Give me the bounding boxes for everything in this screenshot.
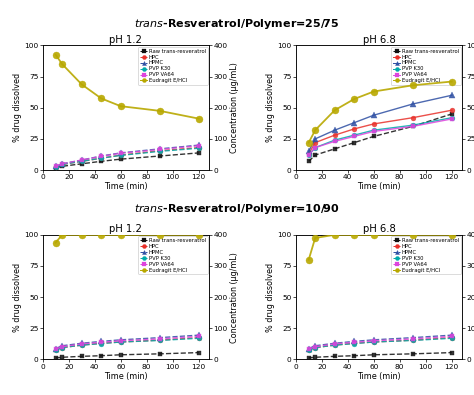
- Title: pH 1.2: pH 1.2: [109, 35, 142, 45]
- Text: $\mathit{trans}$-Resveratrol/Polymer=10/90: $\mathit{trans}$-Resveratrol/Polymer=10/…: [134, 201, 340, 216]
- Title: pH 6.8: pH 6.8: [363, 224, 395, 234]
- X-axis label: Time (min): Time (min): [357, 372, 401, 381]
- Y-axis label: % drug dissolved: % drug dissolved: [13, 263, 22, 332]
- X-axis label: Time (min): Time (min): [104, 182, 148, 191]
- Legend: Raw trans-resveratrol, HPC, HPMC, PVP K30, PVP VA64, Eudragit E/HCl: Raw trans-resveratrol, HPC, HPMC, PVP K3…: [392, 237, 461, 275]
- Text: $\mathit{trans}$-Resveratrol/Polymer=25/75: $\mathit{trans}$-Resveratrol/Polymer=25/…: [135, 17, 339, 31]
- Y-axis label: % drug dissolved: % drug dissolved: [266, 263, 275, 332]
- Y-axis label: Concentration (μg/mL): Concentration (μg/mL): [229, 252, 238, 342]
- X-axis label: Time (min): Time (min): [357, 182, 401, 191]
- Y-axis label: Concentration (μg/mL): Concentration (μg/mL): [229, 62, 238, 153]
- Y-axis label: % drug dissolved: % drug dissolved: [266, 73, 275, 142]
- X-axis label: Time (min): Time (min): [104, 372, 148, 381]
- Title: pH 6.8: pH 6.8: [363, 35, 395, 45]
- Legend: Raw trans-resveratrol, HPC, HPMC, PVP K30, PVP VA64, Eudragit E/HCl: Raw trans-resveratrol, HPC, HPMC, PVP K3…: [138, 237, 208, 275]
- Legend: Raw trans-resveratrol, HPC, HPMC, PVP K30, PVP VA64, Eudragit E/HCl: Raw trans-resveratrol, HPC, HPMC, PVP K3…: [138, 47, 208, 85]
- Title: pH 1.2: pH 1.2: [109, 224, 142, 234]
- Legend: Raw trans-resveratrol, HPC, HPMC, PVP K30, PVP VA64, Eudragit E/HCl: Raw trans-resveratrol, HPC, HPMC, PVP K3…: [392, 47, 461, 85]
- Y-axis label: % drug dissolved: % drug dissolved: [13, 73, 22, 142]
